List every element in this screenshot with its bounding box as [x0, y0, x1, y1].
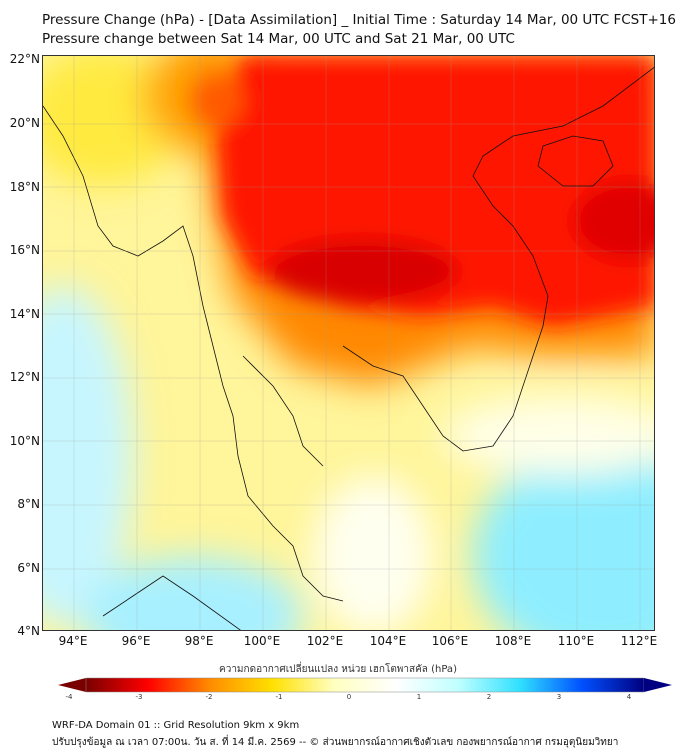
lon-label: 106°E: [431, 634, 469, 648]
colorbar-tick: 1: [416, 693, 422, 701]
lat-label: 20°N: [9, 116, 40, 130]
colorbar-title: ความกดอากาศเปลี่ยนแปลง หน่วย เฮกโตพาสคัล…: [219, 664, 457, 675]
colorbar-tick: -2: [205, 693, 213, 701]
coastlines: [43, 67, 654, 630]
colorbar-tick: 2: [486, 693, 492, 701]
lat-label: 16°N: [9, 243, 40, 257]
colorbar-tick: 4: [626, 693, 632, 701]
lat-label: 12°N: [9, 370, 40, 384]
lon-label: 100°E: [243, 634, 281, 648]
chart-title: Pressure Change (hPa) - [Data Assimilati…: [42, 12, 676, 28]
colorbar-tick: -3: [135, 693, 143, 701]
colorbar-tick: 3: [556, 693, 562, 701]
lat-label: 8°N: [17, 497, 40, 511]
lon-label: 112°E: [620, 634, 658, 648]
colorbar: [58, 677, 672, 693]
lon-label: 108°E: [494, 634, 532, 648]
lat-label: 22°N: [9, 52, 40, 66]
chart-subtitle: Pressure change between Sat 14 Mar, 00 U…: [42, 31, 515, 47]
colorbar-min-arrow: [58, 678, 86, 692]
lon-label: 104°E: [369, 634, 407, 648]
lon-label: 102°E: [306, 634, 344, 648]
lat-label: 14°N: [9, 307, 40, 321]
lon-label: 98°E: [184, 634, 214, 648]
footer-model-info: WRF-DA Domain 01 :: Grid Resolution 9km …: [52, 720, 300, 731]
pressure-change-map: [42, 55, 655, 631]
lon-label: 94°E: [58, 634, 88, 648]
lon-label: 110°E: [557, 634, 595, 648]
lon-label: 96°E: [121, 634, 151, 648]
lat-label: 18°N: [9, 180, 40, 194]
colorbar-tick: -1: [275, 693, 283, 701]
colorbar-tick: 0: [346, 693, 352, 701]
lat-label: 6°N: [17, 561, 40, 575]
colorbar-tick: -4: [65, 693, 73, 701]
lat-label: 4°N: [17, 624, 40, 638]
lat-label: 10°N: [9, 434, 40, 448]
footer-update-info: ปรับปรุงข้อมูล ณ เวลา 07:00น. วัน ส. ที่…: [52, 737, 619, 748]
colorbar-max-arrow: [644, 678, 672, 692]
